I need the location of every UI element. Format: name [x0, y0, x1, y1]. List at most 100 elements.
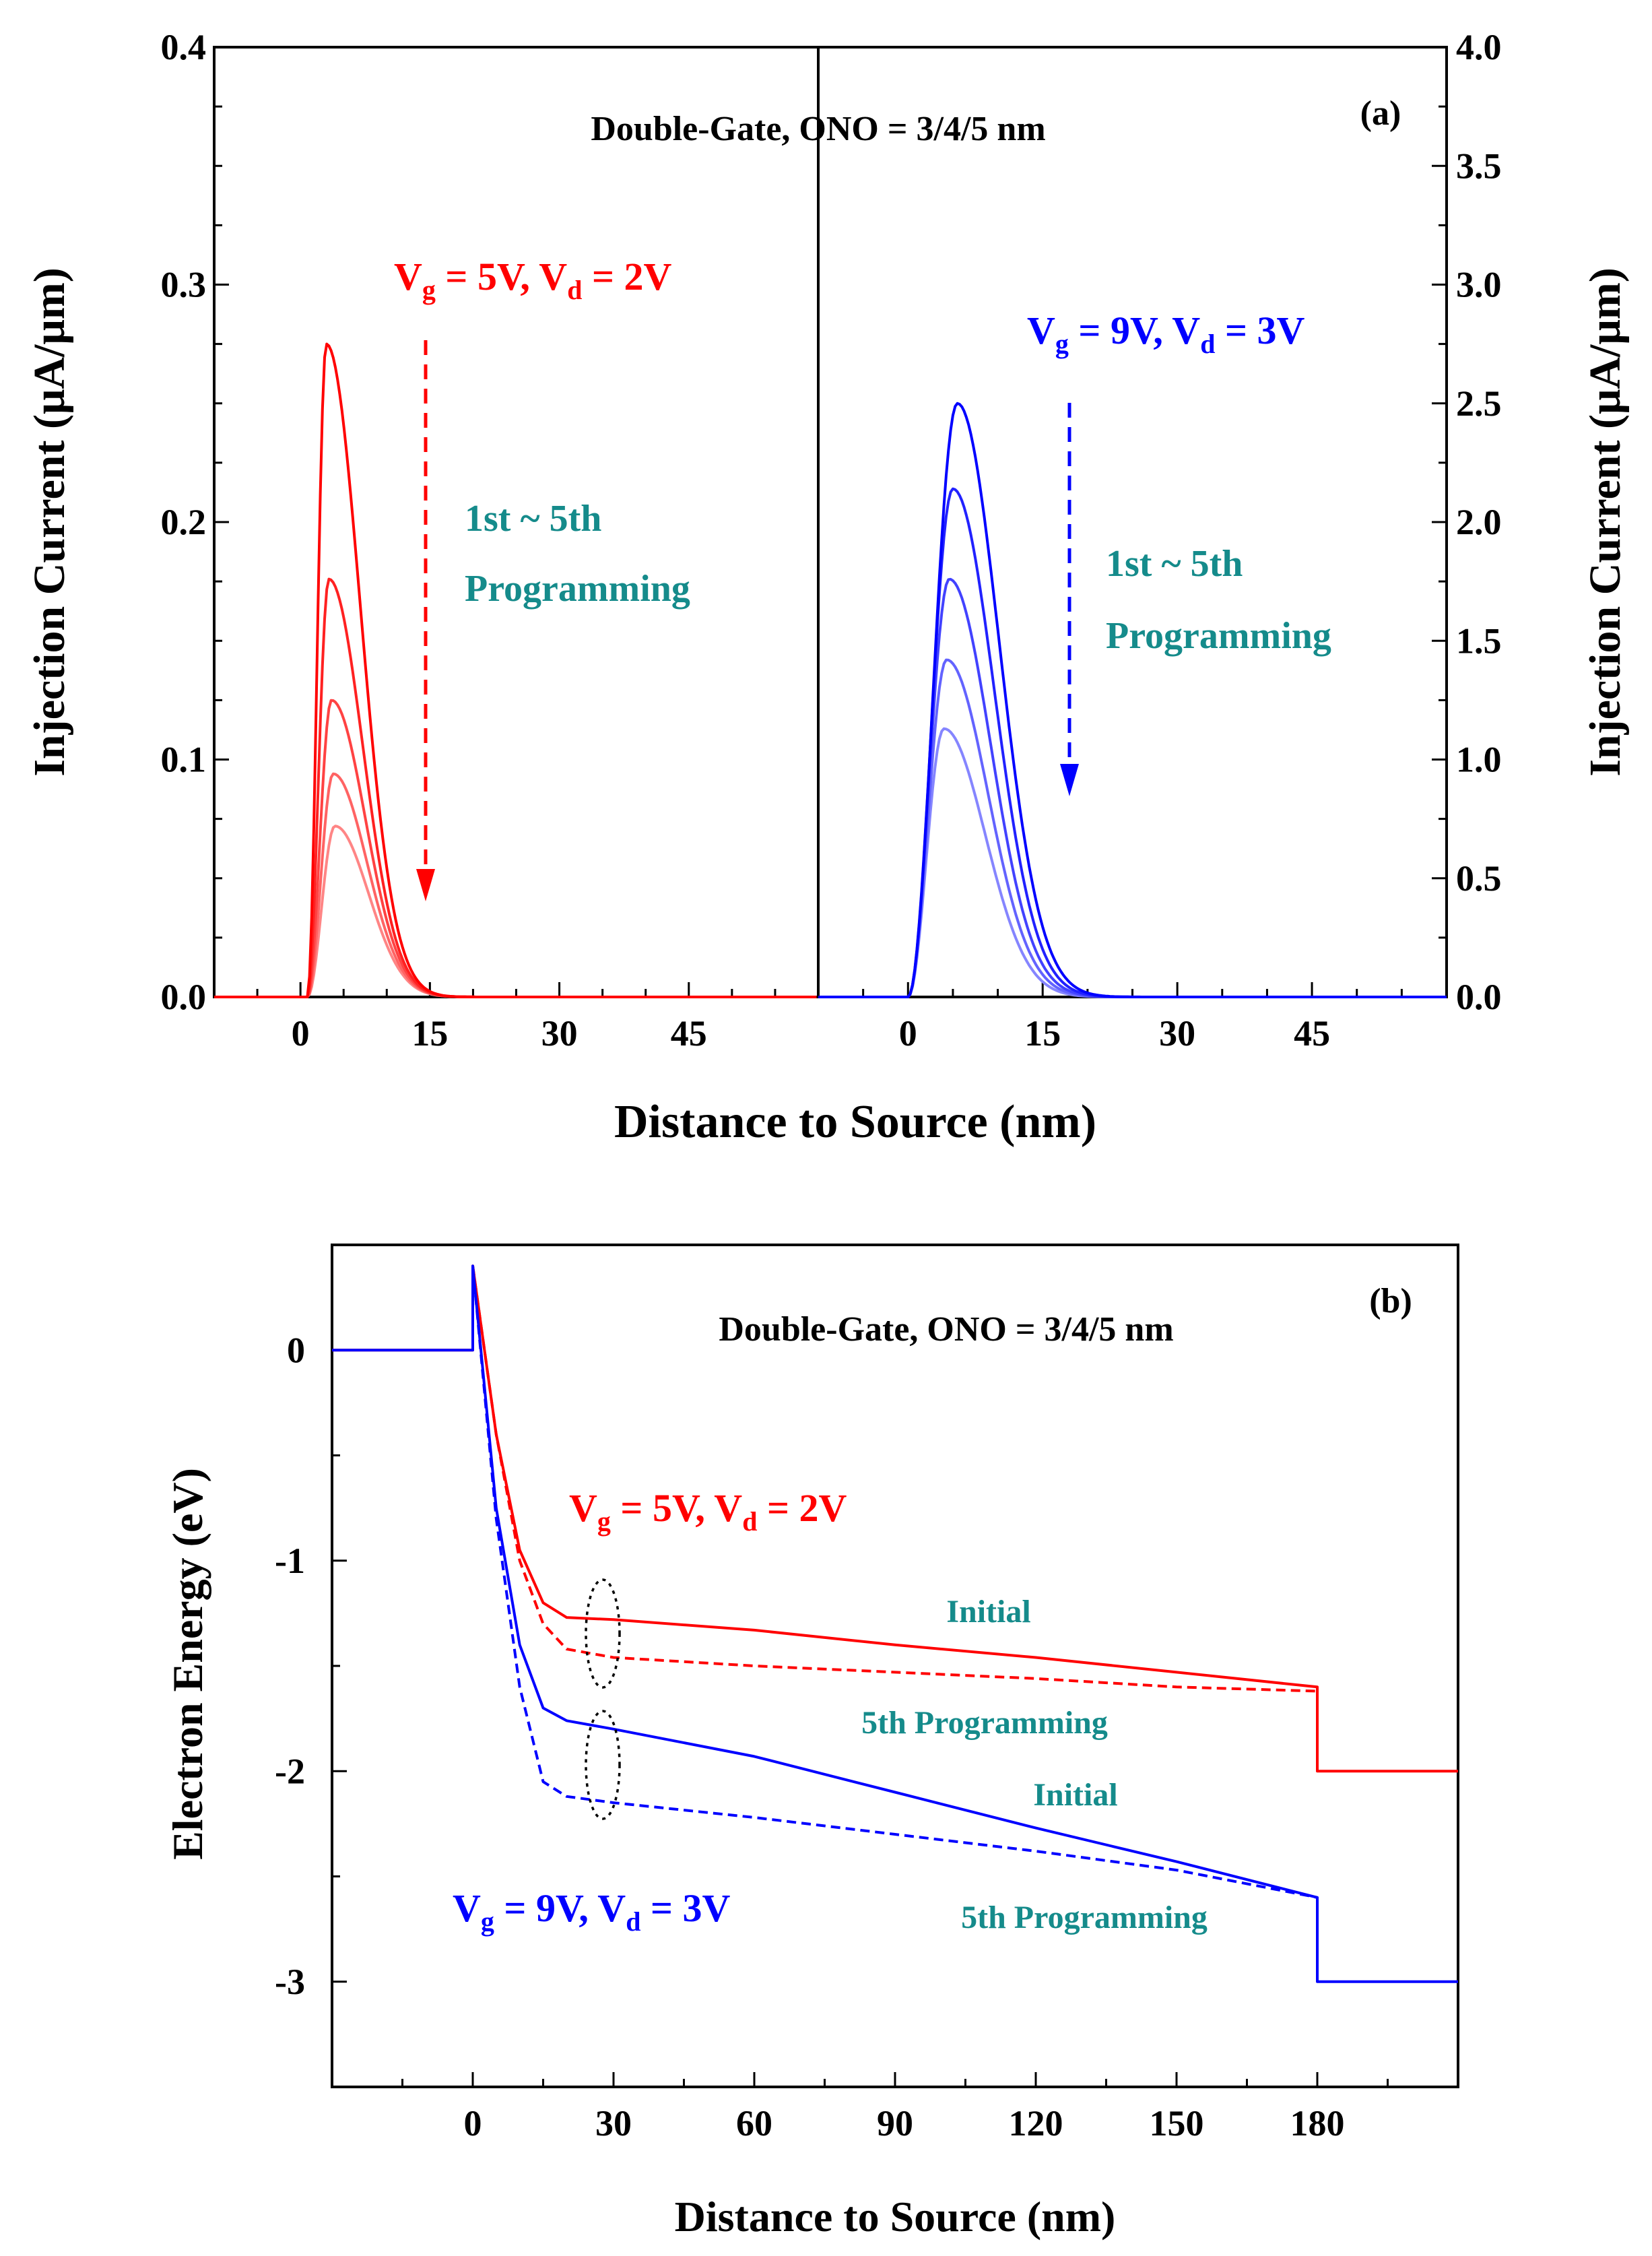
panel-b: 0 30 60 90 120 150 180 0 -1 -2 -3 Double-Gate, ONO… — [164, 1244, 1459, 2241]
x-tick-label: 150 — [1150, 2103, 1204, 2144]
y-tick-label-right: 1.0 — [1456, 740, 1502, 780]
marker-ellipse-lower — [585, 1710, 621, 1820]
y-tick-label-right: 3.0 — [1456, 265, 1502, 305]
panel-a-label: (a) — [1360, 94, 1401, 133]
cond-text: = 3V — [640, 1886, 730, 1930]
y-tick-label-right: 1.5 — [1456, 620, 1502, 661]
cond-text: = 2V — [757, 1486, 847, 1530]
panel-a-left-annotation-line1: 1st ~ 5th — [465, 498, 601, 540]
x-tick-label: 30 — [595, 2103, 632, 2144]
panel-a-left-curves — [214, 342, 817, 998]
panel-a-left-annotation-line2: Programming — [465, 568, 690, 610]
y-tick-label: 0 — [287, 1330, 305, 1370]
label-5th-blue: 5th Programming — [961, 1900, 1208, 1935]
cond-text: = 3V — [1215, 309, 1304, 352]
energy-curve-1 — [471, 1266, 1318, 1693]
y-tick-label-left: 0.2 — [161, 502, 207, 542]
panel-a-frame — [213, 46, 1448, 998]
x-tick-label: 180 — [1290, 2103, 1345, 2144]
cond-text: V — [1027, 309, 1055, 352]
x-tick-label: 30 — [541, 1013, 578, 1054]
cond-text: V — [453, 1886, 481, 1930]
x-tick-label: 0 — [292, 1013, 310, 1054]
label-initial-blue: Initial — [1033, 1777, 1117, 1813]
panel-a-left-curve-2nd — [214, 577, 817, 998]
panel-a-ticks: 0 15 30 45 0 15 30 45 0.0 0.1 0.2 0.3 0.4 0.0 0.5 1.0 1.… — [161, 27, 1502, 1054]
x-tick-label: 0 — [899, 1013, 917, 1054]
x-tick-label: 45 — [1294, 1013, 1330, 1054]
panel-a-right-annotation-line2: Programming — [1106, 615, 1331, 657]
panel-a-title: Double-Gate, ONO = 3/4/5 nm — [591, 110, 1045, 148]
y-tick-label-right: 0.0 — [1456, 977, 1502, 1017]
y-tick-label-right: 3.5 — [1456, 146, 1502, 186]
panel-b-label: (b) — [1369, 1282, 1412, 1320]
energy-curve-2 — [332, 1264, 1458, 1983]
panel-a-left-curve-4th — [214, 772, 817, 998]
cond-text: = 5V, V — [436, 255, 567, 298]
marker-ellipse-upper — [585, 1578, 621, 1689]
y-tick-label-left: 0.4 — [161, 27, 207, 67]
panel-a-left-condition: Vg = 5V, Vd = 2V — [394, 255, 671, 305]
panel-a-right-curve-4th — [818, 658, 1447, 998]
y-tick-label: -2 — [275, 1751, 305, 1791]
y-tick-label-left: 0.0 — [161, 977, 207, 1017]
panel-a-ylabel-left: Injection Current (μA/μm) — [25, 267, 74, 777]
cond-text: = 2V — [582, 255, 671, 298]
x-tick-label: 120 — [1009, 2103, 1063, 2144]
label-initial-red: Initial — [946, 1594, 1030, 1630]
cond-sub: g — [422, 275, 436, 305]
cond-text: = 9V, V — [494, 1886, 626, 1930]
label-5th-red: 5th Programming — [861, 1705, 1108, 1741]
cond-sub: d — [742, 1506, 757, 1537]
panel-b-blue-condition: Vg = 9V, Vd = 3V — [453, 1886, 730, 1937]
y-tick-label-left: 0.3 — [161, 265, 207, 305]
panel-a-left-arrowhead — [416, 869, 435, 901]
panel-b-title: Double-Gate, ONO = 3/4/5 nm — [719, 1310, 1173, 1349]
y-tick-label-right: 2.5 — [1456, 383, 1502, 424]
panel-a-left-curve-1st — [214, 342, 817, 998]
panel-a-right-curve-5th — [818, 727, 1447, 998]
panel-a-left-curve-5th — [214, 825, 817, 998]
y-tick-label: -1 — [275, 1541, 305, 1581]
panel-a-xlabel: Distance to Source (nm) — [614, 1096, 1096, 1148]
panel-a: 0 15 30 45 0 15 30 45 0.0 0.1 0.2 0.3 0.4 0.0 0.5 1.0 1.… — [25, 27, 1630, 1148]
panel-a-right-condition: Vg = 9V, Vd = 3V — [1027, 309, 1304, 359]
panel-b-ylabel: Electron Energy (eV) — [164, 1468, 211, 1860]
cond-sub: g — [597, 1506, 611, 1537]
cond-sub: g — [481, 1906, 494, 1937]
cond-sub: g — [1055, 329, 1069, 359]
x-tick-label: 30 — [1159, 1013, 1195, 1054]
y-tick-label-left: 0.1 — [161, 740, 207, 780]
y-tick-label-right: 2.0 — [1456, 502, 1502, 542]
panel-b-ticks: 0 30 60 90 120 150 180 0 -1 -2 -3 — [275, 1330, 1389, 2144]
panel-b-xlabel: Distance to Source (nm) — [675, 2193, 1116, 2241]
x-tick-label: 0 — [464, 2103, 482, 2144]
cond-sub: d — [626, 1906, 640, 1937]
energy-curve-3 — [471, 1266, 1318, 1899]
energy-curve-0 — [332, 1264, 1458, 1773]
cond-sub: d — [1200, 329, 1215, 359]
x-tick-label: 60 — [736, 2103, 772, 2144]
y-tick-label: -3 — [275, 1962, 305, 2002]
cond-text: V — [569, 1486, 597, 1530]
cond-sub: d — [567, 275, 582, 305]
panel-b-red-condition: Vg = 5V, Vd = 2V — [569, 1486, 847, 1537]
panel-a-right-annotation-line1: 1st ~ 5th — [1106, 543, 1243, 585]
cond-text: = 5V, V — [611, 1486, 742, 1530]
cond-text: = 9V, V — [1069, 309, 1200, 352]
x-tick-label: 15 — [411, 1013, 448, 1054]
y-tick-label-right: 0.5 — [1456, 858, 1502, 899]
x-tick-label: 15 — [1024, 1013, 1061, 1054]
x-tick-label: 90 — [877, 2103, 913, 2144]
panel-a-right-arrowhead — [1060, 764, 1079, 796]
panel-a-ylabel-right: Injection Current (μA/μm) — [1581, 267, 1630, 777]
cond-text: V — [394, 255, 422, 298]
panel-a-left-curve-3rd — [214, 699, 817, 998]
panel-a-right-curve-1st — [818, 401, 1447, 998]
y-tick-label-right: 4.0 — [1456, 27, 1502, 67]
panel-b-frame — [331, 1244, 1459, 2088]
panel-b-curves — [332, 1264, 1458, 1983]
x-tick-label: 45 — [671, 1013, 707, 1054]
panel-a-right-curves — [818, 401, 1447, 998]
